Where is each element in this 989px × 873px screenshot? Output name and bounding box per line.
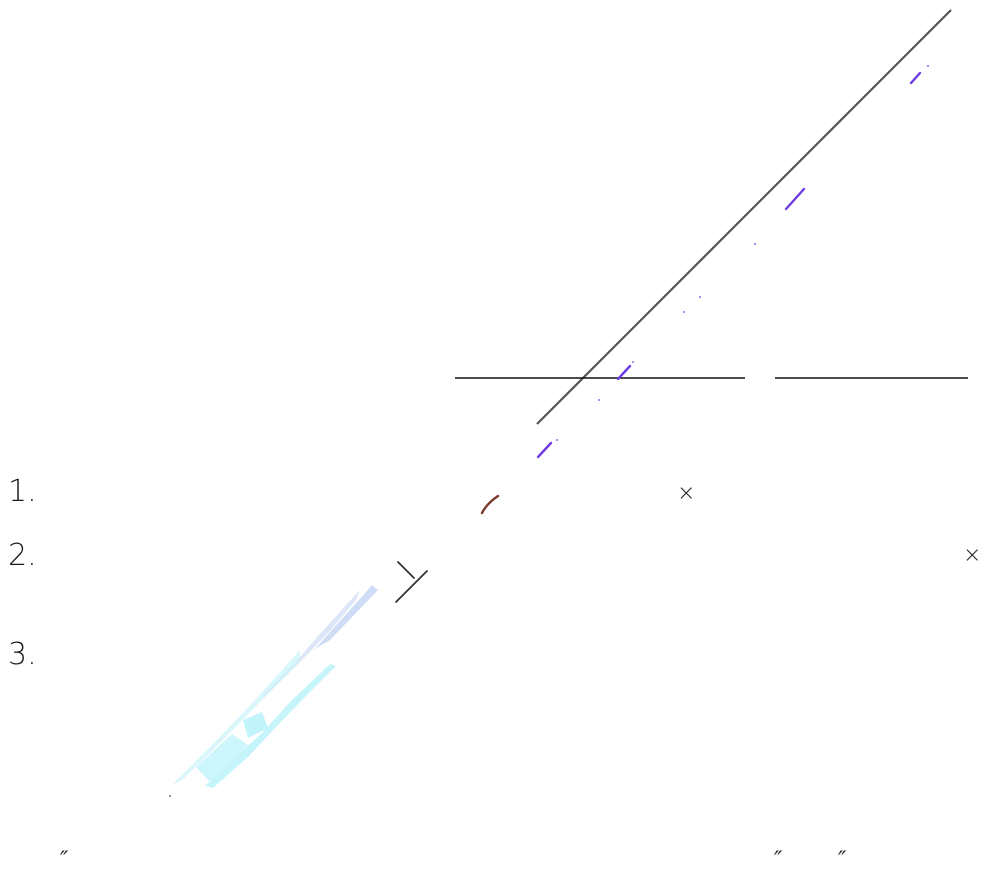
pale-cyan-block — [243, 712, 268, 738]
double-prime-2: ″ — [774, 848, 783, 873]
violet-dash — [616, 364, 632, 381]
long-diagonal-line — [536, 9, 952, 425]
violet-dash — [536, 441, 553, 459]
pale-blue-streak — [315, 585, 378, 649]
violet-dot — [632, 361, 634, 363]
list-number-2: 2. — [8, 538, 37, 573]
violet-dot — [556, 439, 558, 441]
double-prime-1: ″ — [60, 848, 69, 873]
pale-cyan-block — [196, 734, 248, 782]
pale-cyan-streak — [205, 664, 336, 788]
list-number-1: 1. — [8, 474, 37, 509]
violet-dot — [699, 296, 701, 298]
violet-dot — [927, 65, 929, 67]
angle-mark — [395, 561, 428, 603]
brown-dash — [480, 494, 500, 515]
violet-dot — [754, 243, 756, 245]
tiny-dot — [169, 795, 171, 797]
times-symbol-1: × — [677, 481, 696, 506]
double-prime-3: ″ — [838, 848, 847, 873]
violet-dashes — [536, 65, 929, 459]
pale-streaks — [169, 585, 378, 797]
violet-dash — [909, 71, 922, 85]
times-symbol-2: × — [963, 543, 982, 568]
list-number-3: 3. — [8, 637, 37, 672]
violet-dot — [683, 311, 685, 313]
violet-dot — [598, 399, 600, 401]
violet-dash — [784, 187, 806, 211]
